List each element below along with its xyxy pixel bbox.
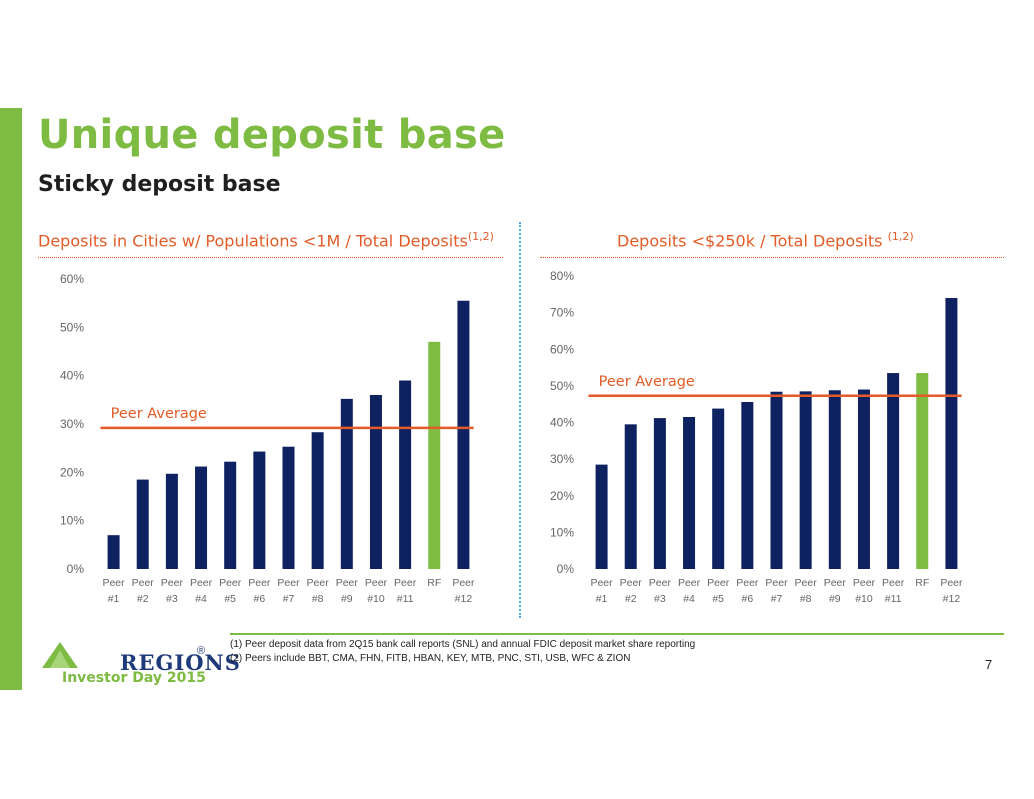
chart-1-ytick-label: 40% bbox=[60, 369, 84, 383]
chart-1-category-label: Peer #6 bbox=[248, 577, 271, 605]
chart-2-category-label: Peer #6 bbox=[736, 577, 759, 605]
chart-1-category-label: RF bbox=[427, 577, 441, 589]
footnote-2: (2) Peers include BBT, CMA, FHN, FITB, H… bbox=[230, 653, 631, 664]
chart-2-category-label: Peer #7 bbox=[765, 577, 788, 605]
chart-2-bar bbox=[887, 373, 900, 569]
chart-2-ytick-label: 40% bbox=[550, 416, 574, 430]
chart-1-ytick-label: 30% bbox=[60, 417, 84, 431]
chart-1: 0% 10% 20% 30% 40% 50% 60% Peer #1 Peer #2 Peer #3 Pe… bbox=[60, 272, 475, 605]
logo-text: REGIONS bbox=[120, 650, 241, 675]
chart-1-ytick-label: 10% bbox=[60, 514, 84, 528]
chart-1-category-label: Peer #1 bbox=[102, 577, 125, 605]
chart-1-category-label: Peer #3 bbox=[161, 577, 184, 605]
chart-1-bar bbox=[369, 395, 382, 569]
chart-1-bar bbox=[399, 380, 412, 569]
chart-1-category-label: Peer #11 bbox=[394, 577, 417, 605]
chart-2-average-label: Peer Average bbox=[599, 374, 695, 390]
chart-1-ytick-label: 60% bbox=[60, 272, 84, 286]
chart-2-category-label: Peer #8 bbox=[795, 577, 818, 605]
footnotes: (1) Peer deposit data from 2Q15 bank cal… bbox=[230, 638, 695, 666]
chart-2-ytick-label: 80% bbox=[550, 269, 574, 283]
chart-2-ytick-label: 60% bbox=[550, 342, 574, 356]
chart-1-ytick-label: 20% bbox=[60, 465, 84, 479]
chart-2-category-label: Peer #10 bbox=[853, 577, 876, 605]
chart-1-ytick-label: 50% bbox=[60, 320, 84, 334]
chart-2-title-text: Deposits <$250k / Total Deposits bbox=[617, 231, 883, 251]
chart-1-category-label: Peer #9 bbox=[336, 577, 359, 605]
chart-2-bar bbox=[595, 464, 608, 569]
chart-2-ytick-label: 30% bbox=[550, 452, 574, 466]
chart-2-bar bbox=[770, 391, 783, 569]
chart-2-title-sup: (1,2) bbox=[887, 230, 914, 243]
side-accent-bar bbox=[0, 108, 22, 690]
chart-2-bar bbox=[741, 401, 754, 569]
chart-1-average-label: Peer Average bbox=[111, 406, 207, 422]
chart-1-bar bbox=[282, 446, 295, 569]
chart-1-bar bbox=[457, 300, 470, 569]
chart-1-category-label: Peer #7 bbox=[277, 577, 300, 605]
chart-2-category-label: Peer #3 bbox=[649, 577, 672, 605]
chart-2: 0% 10% 20% 30% 40% 50% 60% 70% 80% Peer #1 Peer #2 Pe… bbox=[550, 269, 963, 605]
chart-1-bar bbox=[195, 466, 208, 569]
chart-1-title: Deposits in Cities w/ Populations <1M / … bbox=[38, 230, 494, 250]
chart-2-ytick-label: 20% bbox=[550, 489, 574, 503]
chart-1-bar bbox=[107, 535, 120, 569]
chart-1-category-label: Peer #2 bbox=[132, 577, 155, 605]
chart-2-bar bbox=[828, 390, 841, 569]
chart-2-category-label: RF bbox=[915, 577, 929, 589]
chart-2-bar bbox=[624, 424, 637, 569]
chart-1-category-label: Peer #5 bbox=[219, 577, 242, 605]
chart-2-bar bbox=[916, 373, 929, 569]
chart-2-title: Deposits <$250k / Total Deposits (1,2) bbox=[617, 230, 914, 250]
chart-2-category-label: Peer #12 bbox=[940, 577, 963, 605]
chart-1-bar bbox=[428, 341, 441, 569]
chart-2-bar bbox=[945, 297, 958, 569]
chart-1-bar bbox=[224, 461, 237, 569]
chart-1-title-sup: (1,2) bbox=[467, 230, 494, 243]
chart-2-bar bbox=[712, 408, 725, 569]
regions-logo: REGIONS ® bbox=[40, 640, 240, 690]
event-label: Investor Day 2015 bbox=[62, 670, 206, 686]
page-number: 7 bbox=[985, 657, 993, 672]
footnote-1: (1) Peer deposit data from 2Q15 bank cal… bbox=[230, 639, 696, 650]
chart-1-ytick-label: 0% bbox=[67, 562, 85, 576]
chart-1-category-label: Peer #10 bbox=[365, 577, 388, 605]
regions-logo-mark-icon bbox=[42, 642, 78, 668]
chart-2-ytick-label: 70% bbox=[550, 306, 574, 320]
chart-2-ytick-label: 50% bbox=[550, 379, 574, 393]
chart-2-title-underline bbox=[540, 257, 1004, 258]
chart-2-bar bbox=[653, 418, 666, 569]
page-subtitle: Sticky deposit base bbox=[38, 172, 281, 197]
chart-2-category-label: Peer #4 bbox=[678, 577, 701, 605]
chart-2-category-label: Peer #2 bbox=[620, 577, 643, 605]
chart-2-bar bbox=[683, 417, 696, 569]
chart-1-bar bbox=[165, 473, 178, 569]
chart-2-ytick-label: 0% bbox=[557, 562, 575, 576]
chart-2-ytick-label: 10% bbox=[550, 525, 574, 539]
chart-1-category-label: Peer #4 bbox=[190, 577, 213, 605]
chart-1-bar bbox=[136, 479, 149, 569]
chart-1-title-underline bbox=[38, 257, 503, 258]
footer-rule bbox=[230, 633, 1004, 635]
chart-2-category-label: Peer #11 bbox=[882, 577, 905, 605]
chart-2-bar bbox=[857, 389, 870, 569]
chart-2-category-label: Peer #5 bbox=[707, 577, 730, 605]
chart-2-bar bbox=[799, 391, 812, 569]
chart-2-category-label: Peer #9 bbox=[824, 577, 847, 605]
chart-1-category-label: Peer #8 bbox=[307, 577, 330, 605]
chart-1-title-text: Deposits in Cities w/ Populations <1M / … bbox=[38, 231, 468, 251]
chart-1-category-label: Peer #12 bbox=[452, 577, 475, 605]
chart-1-bar bbox=[311, 432, 324, 569]
chart-1-bar bbox=[253, 451, 266, 569]
chart-1-bar bbox=[340, 398, 353, 569]
chart-2-category-label: Peer #1 bbox=[590, 577, 613, 605]
page-title: Unique deposit base bbox=[38, 112, 506, 158]
chart-divider bbox=[519, 222, 521, 618]
logo-registered-mark: ® bbox=[197, 645, 206, 657]
